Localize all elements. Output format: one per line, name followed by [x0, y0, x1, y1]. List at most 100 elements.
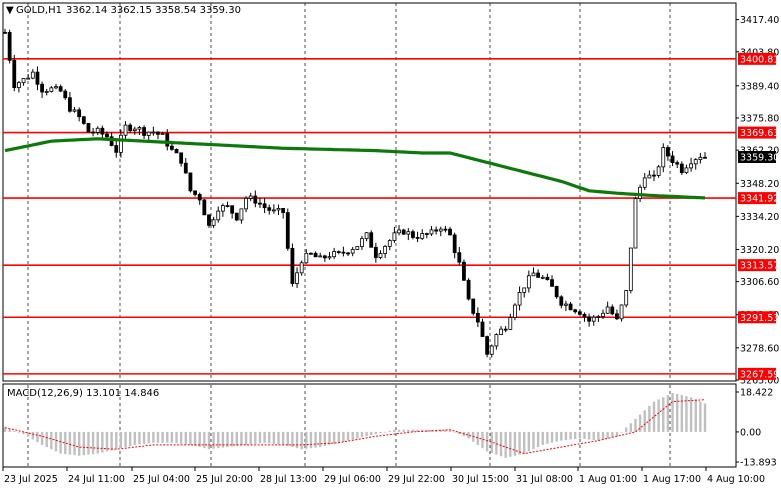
time-tick-label: 28 Jul 13:00: [260, 474, 317, 485]
price-tick-label: 3348.20: [740, 179, 779, 190]
macd-bar: [22, 431, 25, 435]
candle-body: [420, 233, 425, 239]
macd-bar: [536, 431, 540, 448]
candle-body: [179, 152, 184, 164]
macd-bar: [346, 431, 350, 441]
candle-body: [225, 205, 230, 207]
time-tick-label: 29 Jul 22:00: [388, 474, 445, 485]
candle-body: [703, 156, 707, 159]
candle-body: [26, 77, 31, 80]
candle-body: [58, 86, 63, 92]
level-label-1: 3369.63: [740, 128, 779, 139]
macd-bar: [527, 431, 531, 452]
candle-body: [360, 238, 364, 247]
candle-body: [443, 228, 448, 231]
macd-bar: [592, 431, 595, 441]
chart-dropdown-icon[interactable]: ▼: [6, 5, 14, 16]
macd-bar: [388, 430, 391, 432]
price-tick-label: 3334.20: [740, 212, 779, 223]
candle-body: [128, 124, 133, 131]
candle-body: [234, 212, 239, 221]
macd-bar: [156, 431, 160, 443]
macd-histogram: [3, 392, 707, 458]
candle-body: [485, 336, 490, 355]
macd-bar: [560, 431, 563, 441]
macd-bar: [430, 429, 433, 432]
macd-bar: [166, 431, 169, 443]
candle-body: [35, 71, 40, 85]
macd-bar: [694, 399, 697, 432]
macd-bar: [124, 431, 127, 448]
candle-body: [267, 207, 272, 211]
macd-bar: [337, 431, 340, 443]
candle-body: [633, 198, 638, 249]
macd-bar: [481, 431, 484, 449]
price-tick-label: 3320.20: [740, 245, 779, 256]
candle-body: [7, 32, 12, 61]
macd-bar: [360, 431, 364, 438]
level-label-box-2: [738, 192, 776, 205]
macd-bar: [277, 431, 280, 445]
macd-bar: [40, 431, 44, 445]
macd-bar: [332, 431, 336, 444]
candle-body: [355, 246, 360, 250]
candle-body: [424, 233, 429, 235]
candle-body: [72, 109, 77, 112]
candle-body: [457, 252, 462, 263]
candle-body: [160, 133, 165, 135]
time-tick-label: 31 Jul 08:00: [516, 474, 573, 485]
macd-bar: [652, 401, 656, 432]
candle-body: [475, 312, 480, 323]
candle-body: [568, 303, 573, 311]
price-panel[interactable]: [2, 2, 737, 382]
candle-body: [12, 59, 17, 88]
candle-body: [513, 304, 517, 318]
macd-bar: [532, 431, 535, 450]
candle-body: [299, 262, 304, 274]
macd-tick-label: 0.00: [740, 427, 761, 438]
level-label-3: 3313.57: [740, 261, 779, 272]
candle-body: [499, 328, 503, 335]
candle-body: [197, 194, 202, 201]
level-label-box-4: [738, 311, 776, 324]
candle-body: [262, 203, 267, 209]
price-tick-label: 3375.80: [740, 113, 779, 124]
price-tick-label: 3403.80: [740, 47, 779, 58]
macd-bar: [573, 431, 577, 439]
candle-body: [49, 87, 54, 92]
macd-bar: [128, 431, 132, 446]
macd-bar: [407, 429, 410, 432]
macd-bar: [212, 431, 215, 449]
candle-body: [327, 256, 332, 259]
candle-body: [114, 145, 119, 153]
candle-body: [118, 134, 123, 153]
macd-bar: [221, 431, 225, 448]
candle-body: [573, 309, 578, 313]
vertical-gridlines: [27, 3, 671, 466]
macd-bar: [240, 431, 243, 446]
level-label-0: 3400.81: [740, 54, 779, 65]
macd-bar: [115, 431, 118, 450]
candle-body: [401, 229, 406, 235]
macd-bar: [244, 431, 248, 445]
macd-bar: [550, 431, 554, 443]
level-label-5: 3267.59: [740, 369, 779, 380]
candle-body: [554, 285, 559, 298]
macd-bar: [175, 431, 178, 444]
macd-bar: [374, 431, 378, 435]
macd-bar: [203, 431, 206, 449]
candle-body: [638, 186, 642, 199]
macd-bar: [643, 410, 646, 432]
time-tick-label: 25 Jul 20:00: [196, 474, 253, 485]
macd-panel[interactable]: [2, 383, 737, 468]
candle-body: [564, 303, 568, 306]
macd-bar: [291, 431, 294, 448]
candle-body: [86, 123, 91, 133]
macd-bar: [467, 431, 470, 439]
macd-bar: [634, 418, 637, 432]
macd-bar: [31, 431, 35, 440]
macd-bar: [207, 431, 211, 450]
candle-body: [545, 276, 550, 281]
macd-bar: [490, 431, 493, 454]
